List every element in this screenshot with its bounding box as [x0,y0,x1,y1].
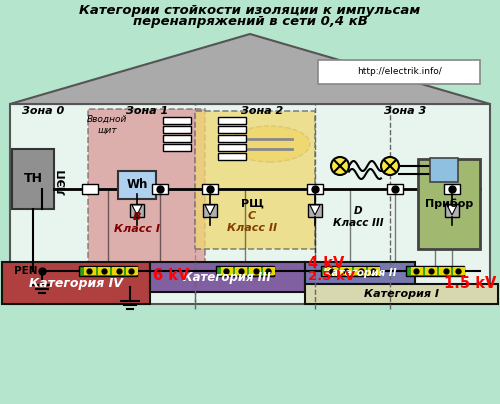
Bar [118,171,156,199]
Bar [249,267,261,275]
Text: Категория II: Категория II [323,268,397,278]
Bar [126,267,138,275]
Polygon shape [10,34,490,104]
Bar [326,267,338,275]
Bar [430,158,458,182]
Bar [163,126,191,133]
Text: Категории стойкости изоляции к импульсам: Категории стойкости изоляции к импульсам [80,4,420,17]
Bar [235,267,247,275]
Bar [152,184,168,194]
Bar [79,266,137,276]
Bar [203,204,217,217]
Text: ТН: ТН [24,173,42,185]
Bar [218,153,246,160]
Bar [439,267,451,275]
Bar [307,184,323,194]
Bar [368,267,380,275]
Bar [425,267,437,275]
Text: РЩ: РЩ [240,199,264,209]
Text: D
Класс III: D Класс III [332,206,384,227]
Text: 4 kV: 4 kV [308,257,344,271]
Text: ЛЭП: ЛЭП [57,169,67,195]
Bar [82,184,98,194]
Bar [163,117,191,124]
Circle shape [381,157,399,175]
Text: B
Класс I: B Класс I [114,212,160,234]
Polygon shape [310,205,320,215]
Bar [2,262,150,304]
Text: C
Класс II: C Класс II [227,211,277,233]
Text: Категория I: Категория I [364,289,438,299]
Bar [84,267,96,275]
Bar [218,117,246,124]
Bar [445,204,459,217]
Bar [218,144,246,151]
Bar [321,266,379,276]
Text: PEN: PEN [14,266,38,276]
Bar [150,262,305,292]
Bar [88,109,205,271]
Text: Зона 0: Зона 0 [22,106,64,116]
Bar [418,159,480,249]
Bar [195,111,315,249]
Bar [163,135,191,142]
Bar [453,267,465,275]
Text: Прибор: Прибор [425,199,473,209]
Bar [130,204,144,217]
Circle shape [331,157,349,175]
Bar [354,267,366,275]
Text: Зона 2: Зона 2 [241,106,283,116]
Bar [112,267,124,275]
Text: Wh: Wh [126,179,148,191]
Text: Категория IV: Категория IV [29,276,123,290]
Text: 1.5 kV: 1.5 kV [444,276,496,292]
Bar [411,267,423,275]
Bar [218,126,246,133]
Bar [221,267,233,275]
Bar [202,184,218,194]
Text: 6 kV: 6 kV [153,269,190,284]
Text: http://electrik.info/: http://electrik.info/ [356,67,442,76]
Bar [12,149,54,209]
Bar [98,267,110,275]
Bar [308,204,322,217]
Bar [263,267,275,275]
Bar [305,284,498,304]
Text: Зона 3: Зона 3 [384,106,426,116]
Ellipse shape [230,126,310,162]
Bar [318,60,480,84]
Bar [387,184,403,194]
Bar [218,135,246,142]
Text: Зона 1: Зона 1 [126,106,168,116]
Bar [444,184,460,194]
Text: Категория III: Категория III [183,271,271,284]
Polygon shape [205,205,215,215]
Text: Вводной
щит: Вводной щит [87,115,127,135]
Text: 2.5 kV: 2.5 kV [308,271,355,284]
Polygon shape [447,205,457,215]
Bar [340,267,352,275]
Text: перенапряжений в сети 0,4 кВ: перенапряжений в сети 0,4 кВ [132,15,368,28]
Polygon shape [132,205,142,215]
Bar [406,266,464,276]
Bar [10,104,490,304]
Bar [305,262,415,284]
Bar [163,144,191,151]
Bar [216,266,274,276]
